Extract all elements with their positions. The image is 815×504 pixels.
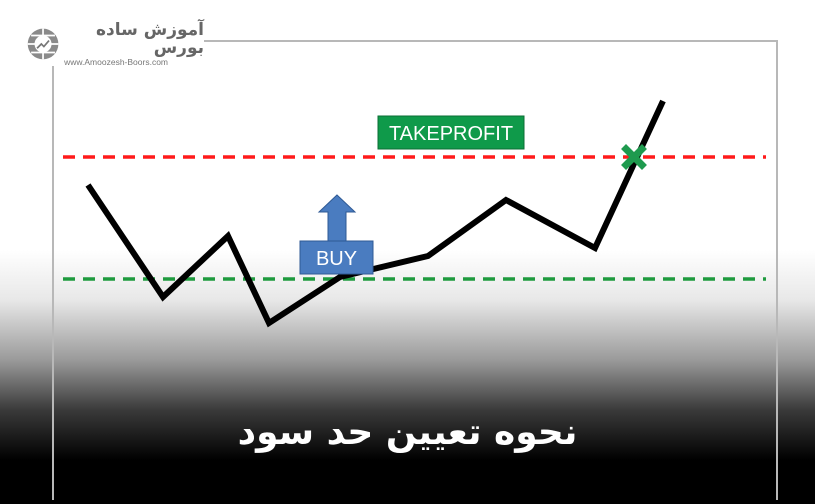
price-line [85, 99, 666, 328]
globe-chart-icon [27, 28, 59, 60]
logo: آموزش ساده بورس www.Amoozesh-Boors.com [26, 20, 204, 67]
cross-mark-icon [621, 144, 647, 170]
take-profit-label: TAKEPROFIT [389, 123, 513, 145]
buy-box: BUY [299, 240, 374, 275]
logo-url: www.Amoozesh-Boors.com [64, 57, 168, 67]
buy-arrow-icon [317, 194, 357, 242]
buy-label: BUY [316, 248, 357, 270]
frame-border [52, 40, 778, 500]
page-title: نحوه تعیین حد سود [237, 412, 578, 453]
take-profit-box: TAKEPROFIT [377, 115, 525, 150]
logo-name: آموزش ساده بورس [95, 20, 204, 58]
